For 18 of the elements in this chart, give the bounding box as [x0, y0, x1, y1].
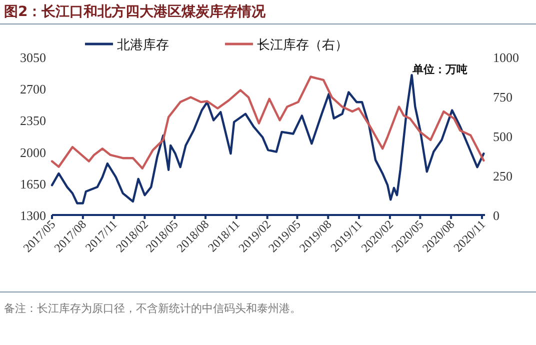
legend-label: 北港库存	[117, 38, 169, 53]
chart-title: 图2：长江口和北方四大港区煤炭库存情况	[4, 3, 267, 20]
y2-tick-label: 500	[493, 129, 512, 144]
annotation: 单位：万吨	[412, 63, 468, 76]
y2-tick-label: 750	[493, 90, 512, 104]
y2-tick-label: 250	[493, 168, 512, 184]
line-series	[50, 74, 485, 204]
y-tick-label: 2000	[20, 144, 46, 160]
y-tick-label: 3050	[20, 50, 46, 65]
y-tick-label: 2700	[20, 82, 46, 97]
y2-tick-label: 1000	[493, 50, 519, 65]
y-tick-label: 2350	[20, 113, 46, 128]
text: 备注：长江库存为原口径，不含新统计的中信码头和泰州港。	[4, 302, 301, 315]
line-series	[50, 76, 485, 170]
legend-label: 长江库存（右）	[257, 38, 348, 53]
y-tick-label: 1300	[20, 208, 46, 223]
y2-tick-label: 0	[493, 208, 500, 223]
y-tick-label: 1650	[20, 176, 46, 192]
